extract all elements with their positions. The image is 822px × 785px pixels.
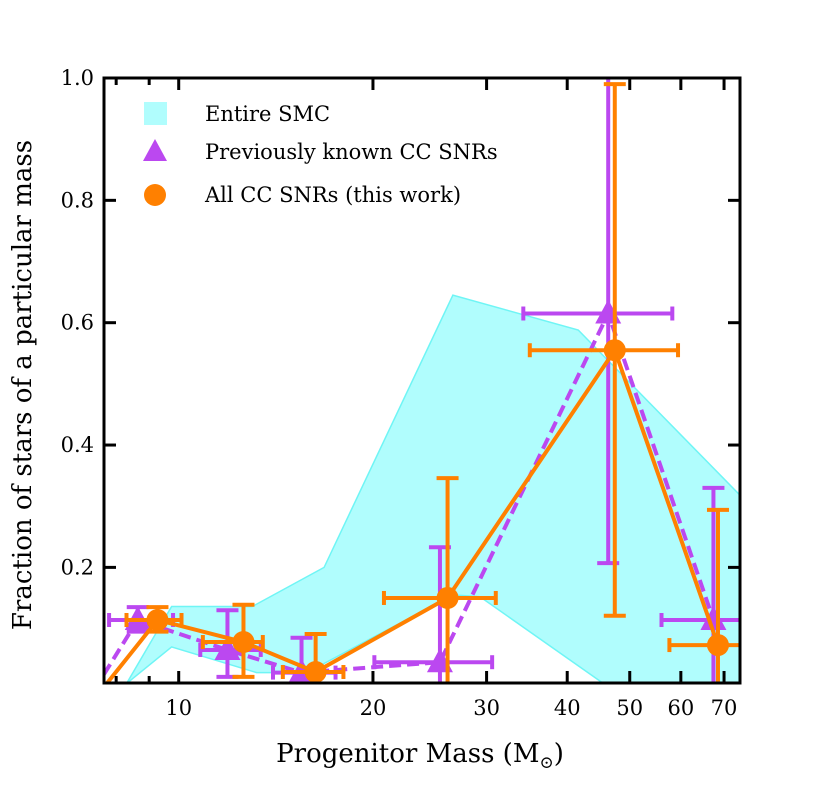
y-tick-label: 0.8	[61, 188, 94, 212]
band-layer	[125, 294, 740, 683]
x-tick-label: 20	[360, 696, 387, 720]
x-axis-label-close: )	[554, 739, 564, 769]
x-tick-label: 30	[473, 696, 500, 720]
band-entire-smc	[125, 294, 740, 683]
x-axis-label-main: Progenitor Mass (M	[276, 739, 539, 769]
legend: Entire SMC Previously known CC SNRs All …	[143, 102, 498, 207]
series-this-work	[104, 82, 740, 683]
legend-label-band: Entire SMC	[205, 102, 330, 126]
data-point-circle	[603, 339, 626, 362]
x-tick-label: 10	[165, 696, 192, 720]
series-previously-known	[104, 78, 740, 683]
y-tick-label: 0.4	[61, 433, 94, 457]
x-tick-label: 60	[667, 696, 694, 720]
x-tick-label: 50	[616, 696, 643, 720]
y-axis-label: Fraction of stars of a particular mass	[8, 140, 38, 630]
data-point-triangle	[214, 635, 241, 660]
legend-marker-circle	[144, 184, 166, 206]
x-tick-label: 70	[711, 696, 738, 720]
data-point-circle	[436, 586, 459, 609]
x-axis-label: Progenitor Mass (M⊙)	[276, 739, 564, 773]
x-axis-label-sub: ⊙	[539, 753, 553, 773]
data-point-circle	[146, 608, 169, 631]
legend-label-this-work: All CC SNRs (this work)	[204, 183, 461, 207]
x-tick-label: 40	[554, 696, 581, 720]
data-point-circle	[304, 660, 327, 683]
legend-label-previous: Previously known CC SNRs	[205, 140, 498, 164]
plot-frame	[102, 76, 742, 685]
data-point-circle	[232, 631, 255, 654]
y-tick-label: 0.6	[61, 311, 94, 335]
y-tick-label: 0.2	[61, 555, 94, 579]
legend-marker-band	[144, 102, 167, 125]
series-layer	[104, 78, 740, 683]
data-point-circle	[706, 634, 729, 657]
axis-ticks: 10 20 30 40 50 60 70 0.2 0.4 0.6 0.8 1.0	[61, 66, 740, 720]
legend-marker-triangle	[143, 139, 167, 161]
y-tick-label: 1.0	[61, 66, 94, 90]
